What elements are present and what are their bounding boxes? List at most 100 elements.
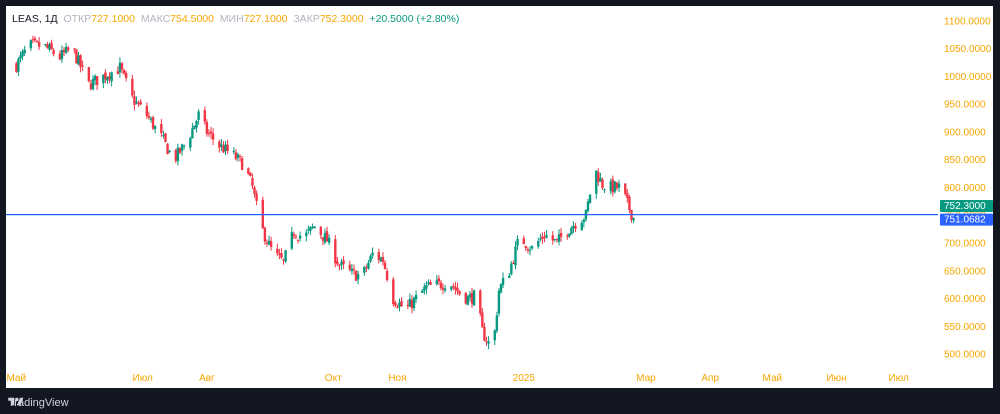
candle-body bbox=[137, 103, 140, 105]
candle-body bbox=[524, 245, 528, 249]
candle-body bbox=[514, 246, 517, 266]
candle-body bbox=[182, 145, 186, 147]
candle-body bbox=[479, 290, 482, 314]
candle-body bbox=[632, 218, 635, 221]
legend-low-label: МИН bbox=[219, 13, 244, 25]
candle-body bbox=[342, 260, 345, 264]
candle-body bbox=[151, 117, 155, 129]
candle-body bbox=[383, 262, 387, 269]
candle-body bbox=[530, 246, 534, 249]
candle-body bbox=[232, 150, 236, 152]
candle-body bbox=[580, 222, 583, 231]
candle-body bbox=[398, 302, 401, 307]
y-tick-label: 500.0000 bbox=[944, 350, 986, 361]
candle-body bbox=[379, 257, 383, 262]
candle-body bbox=[66, 47, 70, 51]
candle-body bbox=[325, 231, 329, 242]
candle-body bbox=[313, 226, 316, 229]
candle-body bbox=[110, 72, 113, 82]
candle-body bbox=[166, 143, 169, 155]
candle-body bbox=[559, 232, 563, 237]
footer: TradingView bbox=[8, 396, 69, 410]
candle-body bbox=[75, 49, 78, 64]
candle-body bbox=[52, 50, 55, 54]
candle-body bbox=[385, 270, 389, 280]
candle-body bbox=[311, 226, 314, 228]
candle-body bbox=[396, 307, 399, 309]
candle-body bbox=[35, 41, 39, 43]
candle-body bbox=[427, 282, 430, 285]
candle-body bbox=[29, 40, 33, 49]
candle-body bbox=[363, 267, 366, 273]
candle-body bbox=[226, 144, 229, 151]
x-tick-label: Апр bbox=[701, 373, 719, 384]
y-tick-label: 600.0000 bbox=[944, 294, 986, 305]
candle-body bbox=[91, 79, 95, 90]
candle-body bbox=[406, 305, 409, 307]
candle-body bbox=[79, 55, 82, 68]
candle-body bbox=[412, 297, 416, 309]
candle-body bbox=[292, 234, 296, 236]
candle-body bbox=[106, 77, 109, 81]
candle-body bbox=[120, 63, 124, 70]
candle-body bbox=[17, 58, 20, 72]
candle-body bbox=[253, 187, 256, 194]
x-tick-label: Авг bbox=[199, 373, 215, 384]
candle-body bbox=[64, 46, 68, 53]
x-tick-label: Июл bbox=[888, 373, 908, 384]
candle-body bbox=[189, 138, 192, 148]
candle-body bbox=[131, 78, 134, 96]
candle-body bbox=[497, 290, 501, 314]
candle-body bbox=[599, 178, 602, 182]
candle-body bbox=[626, 193, 629, 198]
candle-body bbox=[174, 150, 178, 161]
candle-body bbox=[541, 236, 544, 239]
candle-body bbox=[168, 150, 171, 153]
candle-body bbox=[414, 294, 418, 300]
candlestick-chart[interactable]: 1100.0000 1050.0000 1000.0000 950.0000 900.0… bbox=[6, 6, 993, 388]
candle-body bbox=[46, 44, 49, 48]
candle-body bbox=[294, 236, 298, 238]
candle-body bbox=[501, 277, 505, 285]
candle-body bbox=[421, 290, 424, 293]
candle-body bbox=[255, 193, 258, 201]
candle-body bbox=[537, 240, 540, 247]
candle-body bbox=[33, 38, 37, 41]
candle-body bbox=[470, 292, 474, 304]
candle-body bbox=[369, 255, 372, 262]
price-line-badge bbox=[940, 213, 993, 226]
candle-body bbox=[441, 287, 445, 290]
candle-body bbox=[135, 101, 138, 104]
legend-high-value: 754.5000 bbox=[170, 13, 214, 25]
candle-body bbox=[512, 262, 515, 264]
candle-body bbox=[528, 250, 532, 252]
candle-body bbox=[499, 284, 503, 293]
y-tick-label: 550.0000 bbox=[944, 322, 986, 333]
legend-open-label: ОТКР bbox=[63, 13, 92, 25]
candle-body bbox=[508, 275, 511, 279]
candle-body bbox=[102, 74, 105, 84]
candle-body bbox=[87, 66, 91, 82]
candle-body bbox=[44, 44, 47, 46]
candle-body bbox=[493, 330, 496, 341]
legend-high-label: МАКС bbox=[140, 13, 171, 25]
chart-frame[interactable]: LEAS, 1Д ОТКР727.1000 МАКС754.5000 МИН72… bbox=[6, 6, 993, 388]
candle-body bbox=[139, 101, 142, 105]
legend-close-value: 752.3000 bbox=[319, 13, 364, 25]
candle-body bbox=[352, 268, 356, 270]
y-tick-label: 1050.0000 bbox=[944, 44, 992, 55]
candle-body bbox=[203, 110, 207, 122]
candle-body bbox=[93, 76, 97, 81]
candle-body bbox=[298, 235, 302, 239]
candle-body bbox=[19, 55, 22, 59]
candle-body bbox=[588, 194, 592, 203]
candle-body bbox=[410, 299, 414, 309]
candle-body bbox=[319, 227, 323, 236]
x-tick-label: Июл bbox=[133, 373, 153, 384]
candle-body bbox=[615, 182, 619, 189]
candle-body bbox=[334, 239, 337, 264]
candle-body bbox=[336, 261, 339, 265]
candle-body bbox=[278, 253, 281, 255]
candle-body bbox=[613, 181, 617, 192]
legend-change: +20.5000 (+2.80%) bbox=[369, 13, 460, 25]
